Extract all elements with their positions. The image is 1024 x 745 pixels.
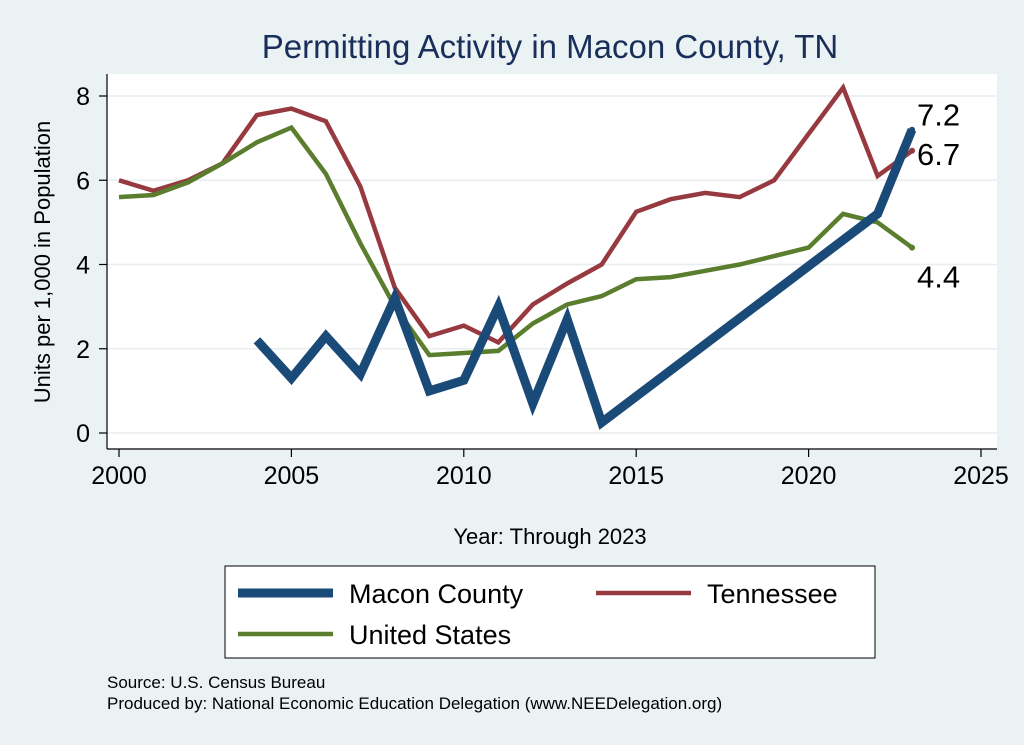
legend-label: Macon County [349,579,524,609]
legend-box [224,565,876,659]
y-tick-label: 6 [76,167,90,195]
x-tick-label: 2025 [953,462,1009,490]
y-axis-title: Units per 1,000 in Population [30,121,55,404]
chart-title: Permitting Activity in Macon County, TN [262,28,839,65]
end-label: 6.7 [917,137,960,172]
x-tick-label: 2015 [608,462,664,490]
produced-by-note: Produced by: National Economic Education… [107,694,722,713]
x-tick-label: 2010 [436,462,492,490]
series-line-united-states [118,124,914,358]
x-axis-title: Year: Through 2023 [453,524,646,549]
y-tick-label: 0 [76,420,90,448]
series-line-macon-county [253,127,917,430]
x-tick-label: 2005 [264,462,320,490]
series-end-point [909,126,916,133]
y-tick-label: 8 [76,83,90,111]
y-tick-label: 4 [76,252,90,280]
series-end-point [909,147,916,154]
source-note: Source: U.S. Census Bureau [107,673,325,692]
legend-label: Tennessee [707,579,838,609]
y-tick-label: 2 [76,336,90,364]
legend-label: United States [349,620,511,650]
plot-area [107,74,997,449]
x-tick-label: 2020 [781,462,837,490]
grid-lines [107,95,997,434]
y-ticks: 0 2 4 6 8 [76,83,107,448]
x-ticks: 2000 2005 2010 2015 2020 2025 [91,449,1009,490]
series-line-tennessee [118,83,914,346]
x-tick-label: 2000 [91,462,147,490]
end-label: 7.2 [917,98,960,133]
end-labels: 7.2 6.7 4.4 [917,98,960,295]
legend: Macon County Tennessee United States [238,579,838,650]
end-label: 4.4 [917,260,960,295]
series-end-point [909,244,916,251]
series-lines [118,83,917,430]
